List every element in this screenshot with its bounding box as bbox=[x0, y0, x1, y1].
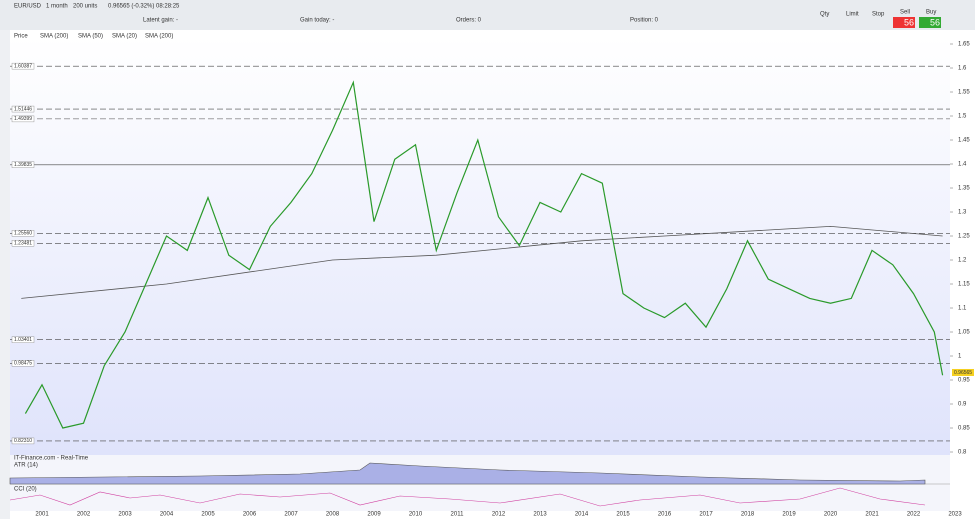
level-label: 1.39835 bbox=[14, 162, 32, 168]
level-box bbox=[11, 161, 35, 168]
legend-sma: SMA (20) bbox=[112, 34, 137, 40]
level-label: 1.60387 bbox=[14, 63, 32, 69]
orders: Orders: 0 bbox=[456, 18, 482, 24]
atr-label: ATR (14) bbox=[14, 463, 38, 469]
level-box bbox=[11, 336, 35, 343]
stop[interactable]: Stop bbox=[872, 12, 885, 18]
year-label: 2014 bbox=[575, 512, 589, 518]
level-box bbox=[11, 115, 35, 123]
gain-today: Gain today: - bbox=[300, 18, 334, 24]
year-label: 2009 bbox=[367, 512, 381, 518]
y-tick-label: 0.95 bbox=[958, 378, 970, 384]
sell[interactable]: Sell bbox=[900, 10, 910, 16]
quote: 0.96565 (-0.32%) 08:28:25 bbox=[108, 4, 180, 10]
year-label: 2016 bbox=[658, 512, 672, 518]
year-label: 2022 bbox=[907, 512, 921, 518]
sell-button[interactable] bbox=[893, 17, 915, 28]
year-label: 2002 bbox=[77, 512, 91, 518]
y-tick-label: 1.6 bbox=[958, 66, 967, 72]
cci-line bbox=[9, 487, 926, 507]
level-label: 0.98475 bbox=[14, 361, 32, 367]
y-tick-label: 1.25 bbox=[958, 234, 970, 240]
legend-sma: SMA (200) bbox=[145, 34, 173, 40]
level-box bbox=[11, 105, 35, 113]
buy-button[interactable] bbox=[919, 17, 941, 28]
source: IT-Finance.com - Real-Time bbox=[14, 456, 89, 462]
qty: Qty bbox=[820, 12, 829, 18]
year-label: 2008 bbox=[326, 512, 340, 518]
units[interactable]: 200 units bbox=[73, 4, 97, 10]
level-label: 1.25560 bbox=[14, 231, 32, 237]
y-tick-label: 1.35 bbox=[958, 186, 970, 192]
level-box bbox=[11, 62, 35, 70]
legend-price: Price bbox=[14, 34, 28, 40]
y-tick-label: 0.8 bbox=[958, 450, 967, 456]
y-tick-label: 1.4 bbox=[958, 162, 967, 168]
legend-sma: SMA (200) bbox=[40, 34, 68, 40]
year-label: 2017 bbox=[699, 512, 713, 518]
y-tick-label: 1 bbox=[958, 354, 962, 360]
buy-price[interactable]: 56 bbox=[930, 17, 940, 27]
limit[interactable]: Limit bbox=[846, 12, 859, 18]
y-tick-label: 1.2 bbox=[958, 258, 967, 264]
y-tick-label: 0.9 bbox=[958, 402, 967, 408]
legend-sma: SMA (50) bbox=[78, 34, 103, 40]
side-toolbar bbox=[0, 30, 10, 519]
year-label: 2019 bbox=[782, 512, 796, 518]
y-tick-label: 1.3 bbox=[958, 210, 967, 216]
level-box bbox=[11, 437, 35, 445]
current-price: 0.96565 bbox=[954, 370, 972, 376]
toolbar bbox=[0, 0, 975, 30]
year-label: 2021 bbox=[865, 512, 879, 518]
level-label: 0.82310 bbox=[14, 438, 32, 444]
year-label: 2006 bbox=[243, 512, 257, 518]
year-label: 2012 bbox=[492, 512, 506, 518]
level-label: 1.03401 bbox=[14, 337, 32, 343]
level-box bbox=[11, 360, 35, 367]
y-tick-label: 1.05 bbox=[958, 330, 970, 336]
year-label: 2004 bbox=[160, 512, 174, 518]
y-tick-label: 1.45 bbox=[958, 138, 970, 144]
year-label: 2015 bbox=[616, 512, 630, 518]
level-box bbox=[11, 240, 35, 247]
year-label: 2007 bbox=[284, 512, 298, 518]
y-tick-label: 1.5 bbox=[958, 114, 967, 120]
level-label: 1.51446 bbox=[14, 106, 32, 112]
price-line bbox=[24, 80, 944, 429]
cci-label: CCI (20) bbox=[14, 487, 37, 493]
sell-price[interactable]: 56 bbox=[904, 17, 914, 27]
level-box bbox=[11, 230, 35, 237]
level-label: 1.23481 bbox=[14, 241, 32, 247]
y-tick-label: 0.85 bbox=[958, 426, 970, 432]
y-tick-label: 1.15 bbox=[958, 282, 970, 288]
y-tick-label: 1.1 bbox=[958, 306, 967, 312]
sma-200-line bbox=[21, 225, 943, 299]
year-label: 2010 bbox=[409, 512, 423, 518]
interval[interactable]: 1 month bbox=[46, 4, 68, 10]
symbol[interactable]: EUR/USD bbox=[14, 4, 42, 10]
year-label: 2003 bbox=[118, 512, 132, 518]
atr-area bbox=[9, 462, 926, 485]
year-label: 2001 bbox=[35, 512, 49, 518]
y-tick-label: 1.55 bbox=[958, 90, 970, 96]
year-label: 2013 bbox=[533, 512, 547, 518]
level-label: 1.49399 bbox=[14, 116, 32, 122]
latent-gain: Latent gain: - bbox=[143, 18, 178, 24]
year-label: 2018 bbox=[741, 512, 755, 518]
year-label: 2011 bbox=[451, 512, 465, 518]
price-panel bbox=[10, 37, 950, 455]
year-label: 2020 bbox=[824, 512, 838, 518]
year-label: 2023 bbox=[948, 512, 962, 518]
year-label: 2005 bbox=[201, 512, 215, 518]
position: Position: 0 bbox=[630, 18, 659, 24]
y-tick-label: 1.65 bbox=[958, 42, 970, 48]
buy[interactable]: Buy bbox=[926, 10, 936, 16]
current-price-box bbox=[952, 368, 974, 376]
